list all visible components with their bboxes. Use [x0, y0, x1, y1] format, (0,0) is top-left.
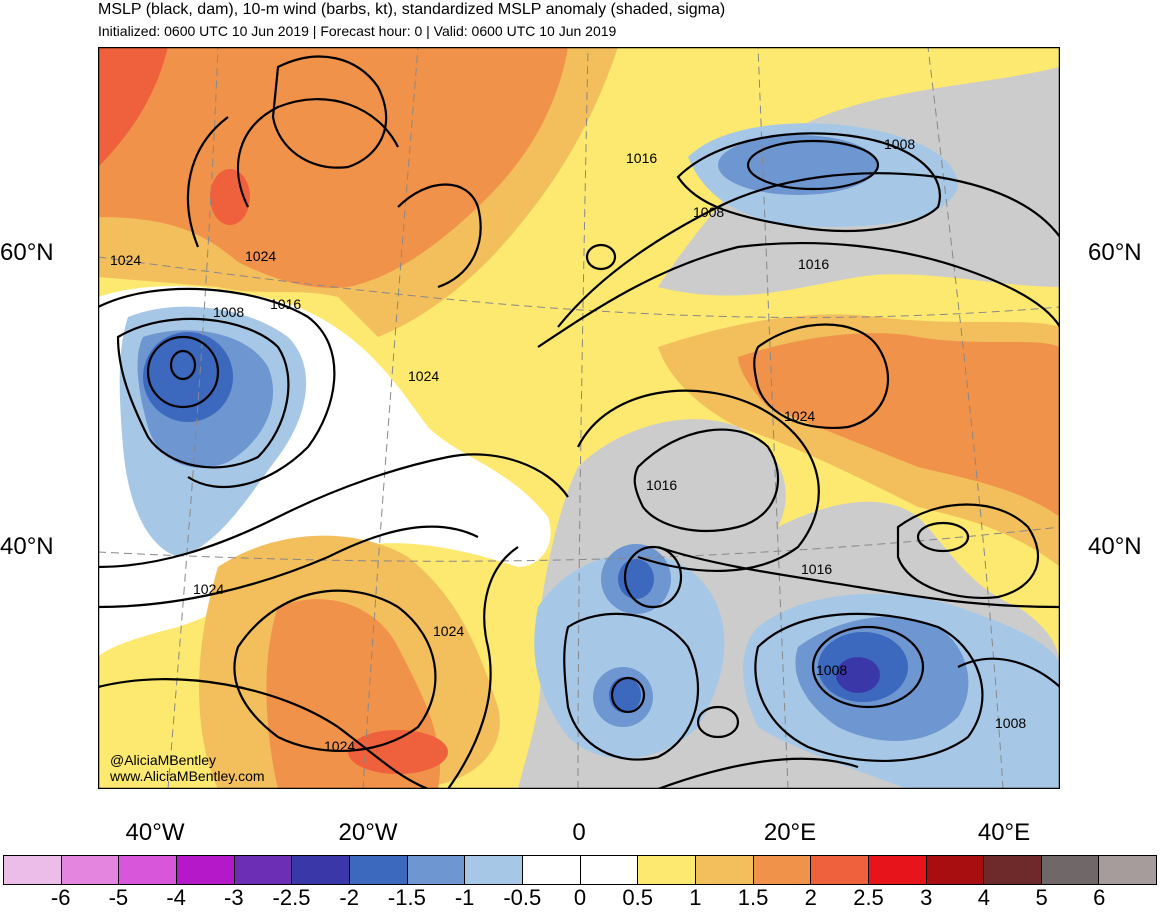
- contour-label: 1008: [816, 662, 847, 678]
- mslp-contours: [98, 55, 1060, 789]
- colorbar-swatch: [119, 856, 177, 884]
- colorbar-swatch: [638, 856, 696, 884]
- contour-label: 1016: [646, 477, 677, 493]
- map-frame: [98, 47, 1060, 789]
- anomaly-region-scandinavia-low-2: [718, 135, 878, 195]
- colorbar-swatch: [4, 856, 62, 884]
- map-svg: 1016 1008 1008 1016 1024 1024 1008 1016 …: [98, 47, 1060, 789]
- anomaly-region-med-low-west-3: [618, 559, 654, 599]
- colorbar-tick-label: 0: [573, 885, 587, 910]
- chart-subtitle: Initialized: 0600 UTC 10 Jun 2019 | Fore…: [98, 23, 617, 39]
- anomaly-region-greenland-max: [98, 47, 168, 167]
- map-panel: 1016 1008 1008 1016 1024 1024 1008 1016 …: [98, 47, 1060, 789]
- colorbar-swatch: [926, 856, 985, 884]
- colorbar-tick-label: 6: [1093, 885, 1106, 910]
- colorbar-tick-label: -1.5: [387, 885, 426, 910]
- lon-label-20e: 20°E: [763, 819, 817, 846]
- anomaly-region-med-low-east-4: [836, 657, 880, 693]
- colorbar-tick-label: -0.5: [503, 885, 542, 910]
- contour-label: 1024: [245, 248, 276, 264]
- lat-label-40n-left: 40°N: [0, 533, 54, 560]
- contour-label: 1024: [784, 408, 815, 424]
- credit-handle: @AliciaMBentley: [110, 752, 217, 768]
- colorbar-swatch: [580, 856, 639, 884]
- anomaly-region-eastern-europe-2: [738, 333, 1060, 517]
- colorbar-swatch: [61, 856, 120, 884]
- colorbar-tick-label: -2: [339, 885, 359, 910]
- lat-label-40n-right: 40°N: [1088, 533, 1142, 560]
- lon-label-0: 0: [572, 819, 586, 846]
- contour-label: 1008: [213, 304, 244, 320]
- contour-label: 1016: [798, 256, 829, 272]
- anomaly-region-med-low-west: [534, 553, 725, 759]
- contour-label: 1016: [626, 150, 657, 166]
- colorbar-swatch: [349, 856, 408, 884]
- contour-label: 1016: [270, 296, 301, 312]
- contour-label: 1008: [693, 204, 724, 220]
- colorbar-tick-label: 5: [1035, 885, 1048, 910]
- colorbar-tick-label: 2: [804, 885, 817, 910]
- colorbar: [3, 855, 1157, 885]
- colorbar-swatch: [465, 856, 523, 884]
- contour-label: 1008: [995, 715, 1026, 731]
- contour-label: 1024: [193, 581, 224, 597]
- colorbar-tick-label: -1: [454, 885, 475, 910]
- colorbar-tick-label: -4: [166, 885, 186, 910]
- colorbar-tick-label: 1.5: [737, 885, 769, 910]
- colorbar-swatch: [1041, 856, 1100, 884]
- lon-label-20w: 20°W: [338, 819, 398, 846]
- graticule: [98, 47, 1060, 789]
- colorbar-swatch: [234, 856, 293, 884]
- colorbar-tick-label: 3: [920, 885, 933, 910]
- lat-label-60n-right: 60°N: [1088, 239, 1142, 266]
- lon-label-40w: 40°W: [125, 819, 185, 846]
- contour-label: 1008: [884, 136, 915, 152]
- colorbar-tick-label: -3: [224, 885, 244, 910]
- colorbar-tick-label: -2.5: [272, 885, 311, 910]
- colorbar-tick-label: 0.5: [622, 885, 653, 910]
- colorbar-tick-label: 4: [977, 885, 991, 910]
- anomaly-region-med-low-sw-2: [609, 677, 641, 713]
- colorbar-swatch: [292, 856, 350, 884]
- colorbar-tick-label: 2.5: [853, 885, 884, 910]
- colorbar-swatch: [176, 856, 235, 884]
- contour-label: 1024: [110, 252, 141, 268]
- colorbar-tick-label: -6: [50, 885, 71, 910]
- lon-label-40e: 40°E: [977, 819, 1031, 846]
- lat-label-60n-left: 60°N: [0, 239, 54, 266]
- colorbar-tick-label: 1: [689, 885, 702, 910]
- contour-label: 1016: [801, 561, 832, 577]
- colorbar-tick-label: -5: [108, 885, 129, 910]
- chart-title: MSLP (black, dam), 10-m wind (barbs, kt)…: [98, 1, 726, 18]
- colorbar-swatch: [407, 856, 466, 884]
- colorbar-swatch: [811, 856, 869, 884]
- contour-label: 1024: [433, 623, 464, 639]
- colorbar-swatch: [522, 856, 581, 884]
- colorbar-swatch: [868, 856, 927, 884]
- contour-label: 1024: [324, 738, 355, 754]
- colorbar-swatch: [695, 856, 754, 884]
- credit-website: www.AliciaMBentley.com: [110, 768, 265, 784]
- anomaly-cell-azores: [348, 730, 448, 774]
- contour-label: 1024: [408, 368, 439, 384]
- colorbar-swatch: [1099, 856, 1157, 884]
- contour-label-layer: 1016 1008 1008 1016 1024 1024 1008 1016 …: [110, 136, 1026, 754]
- colorbar-swatch: [753, 856, 812, 884]
- colorbar-swatch: [984, 856, 1042, 884]
